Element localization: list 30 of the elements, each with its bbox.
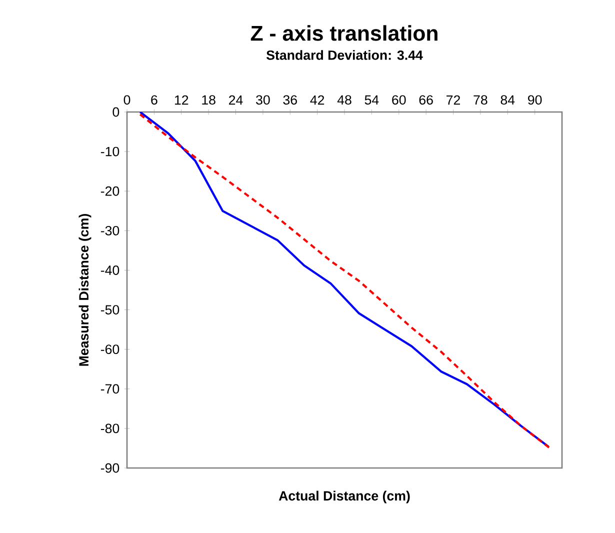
y-tick-label: -30 bbox=[100, 226, 120, 236]
y-tick-label: -60 bbox=[100, 344, 120, 354]
x-tick-label: 78 bbox=[474, 95, 488, 105]
y-tick-label: -20 bbox=[100, 186, 120, 196]
x-tick-label: 36 bbox=[283, 95, 297, 105]
y-tick-label: -40 bbox=[100, 266, 120, 275]
chart-title: Z - axis translation bbox=[250, 25, 438, 41]
x-tick-label: 72 bbox=[446, 95, 460, 105]
x-tick-label: 18 bbox=[202, 95, 216, 105]
x-tick-label: 66 bbox=[419, 95, 433, 105]
x-tick-label: 60 bbox=[392, 95, 406, 105]
x-tick-label: 84 bbox=[500, 95, 515, 105]
x-tick-label: 54 bbox=[364, 95, 379, 105]
chart-subtitle: Standard Deviation: 3.44 bbox=[266, 50, 423, 60]
x-axis-title: Actual Distance (cm) bbox=[278, 490, 410, 504]
y-tick-label: -10 bbox=[100, 146, 120, 156]
x-tick-label: 24 bbox=[229, 95, 243, 105]
y-tick-label: -80 bbox=[100, 424, 120, 434]
x-tick-label: 48 bbox=[337, 95, 352, 105]
x-tick-label: 12 bbox=[174, 95, 188, 105]
y-tick-label: -70 bbox=[100, 384, 120, 394]
x-tick-label: 90 bbox=[528, 95, 542, 105]
x-tick-label: 30 bbox=[256, 95, 270, 105]
x-tick-label: 0 bbox=[124, 95, 130, 105]
y-tick-label: -50 bbox=[100, 305, 120, 314]
y-axis-title: Measured Distance (cm) bbox=[78, 214, 92, 366]
y-tick-label: 0 bbox=[112, 107, 120, 117]
y-tick-label: -90 bbox=[100, 463, 120, 473]
x-tick-label: 42 bbox=[310, 95, 324, 105]
x-tick-label: 6 bbox=[151, 95, 158, 105]
